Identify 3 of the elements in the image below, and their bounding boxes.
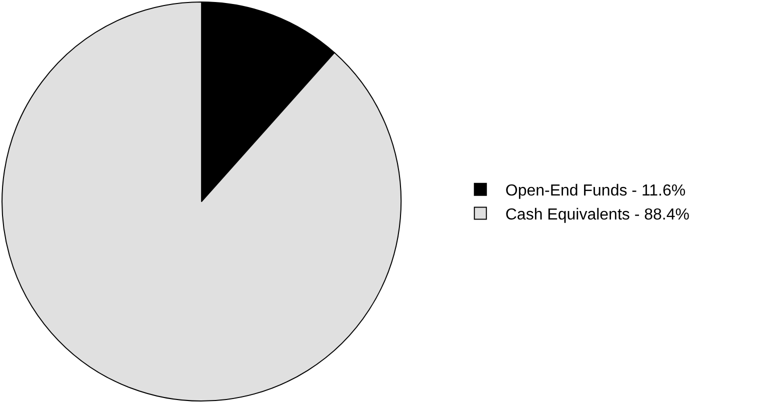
legend-label: Cash Equivalents - 88.4% [505,206,690,224]
legend-label: Open-End Funds - 11.6% [505,182,686,200]
pie-slice [2,2,402,402]
